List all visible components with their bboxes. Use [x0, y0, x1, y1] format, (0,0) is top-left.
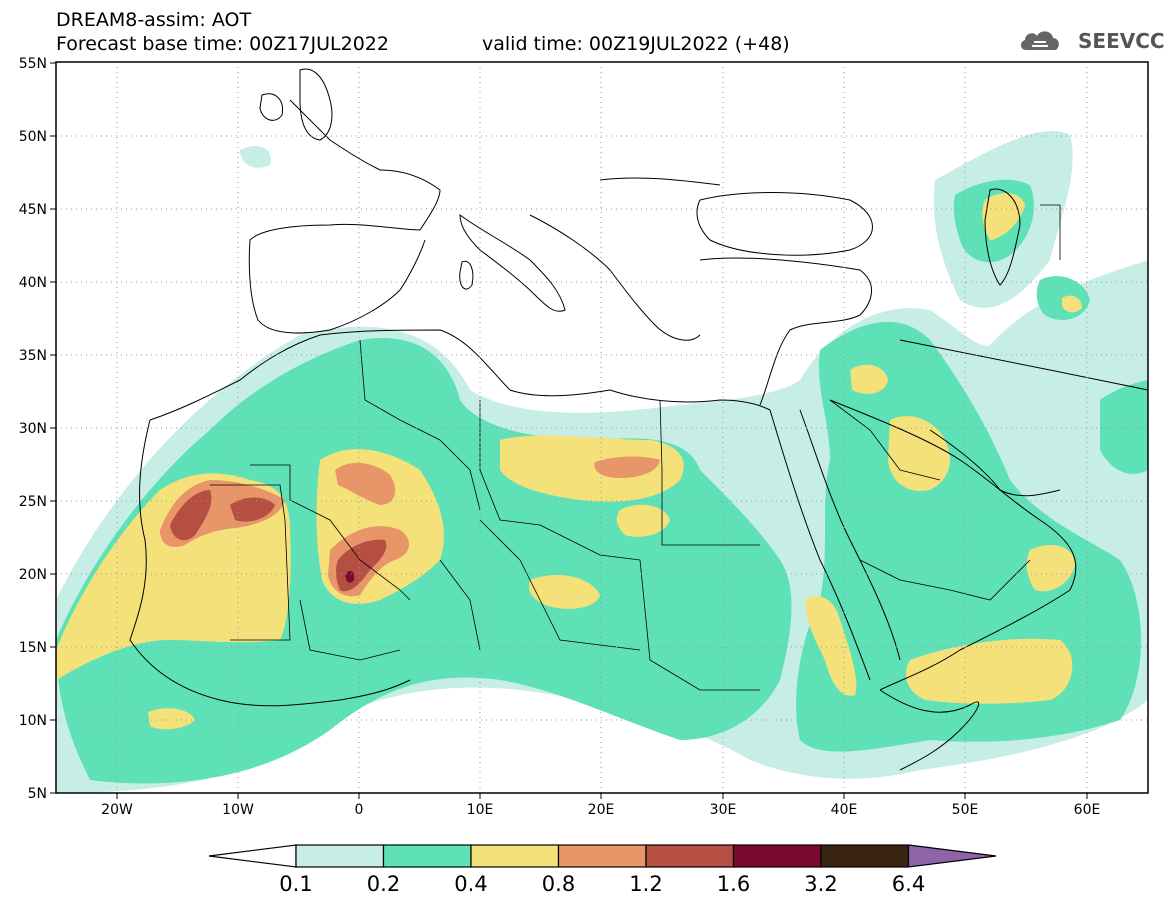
lon-tick-label: 10W — [222, 802, 254, 818]
colorbar-swatch — [470, 844, 560, 868]
seevccc-logo-text: SEEVCCC — [1078, 29, 1165, 53]
lat-tick-label: 25N — [19, 494, 47, 510]
lat-tick-label: 50N — [19, 129, 47, 145]
colorbar-label: 0.4 — [454, 872, 487, 896]
lat-tick-label: 10N — [19, 713, 47, 729]
aot-shading — [56, 131, 1148, 793]
tick-marks — [50, 62, 1088, 799]
colorbar-label: 0.8 — [542, 872, 575, 896]
lat-tick-labels: 55N 50N 45N 40N 35N 30N 25N 20N 15N 10N … — [19, 56, 47, 802]
colorbar — [208, 844, 997, 868]
lon-tick-label: 50E — [952, 802, 979, 818]
lat-tick-label: 15N — [19, 640, 47, 656]
colorbar-high-arrow — [907, 844, 997, 868]
lon-tick-label: 30E — [710, 802, 737, 818]
lon-tick-label: 20W — [101, 802, 133, 818]
lon-tick-label: 20E — [588, 802, 615, 818]
colorbar-label: 0.1 — [279, 872, 312, 896]
colorbar-label: 3.2 — [804, 872, 837, 896]
lon-tick-label: 10E — [467, 802, 494, 818]
grid-lines — [56, 62, 1148, 793]
colorbar-swatch — [382, 844, 472, 868]
colorbar-swatch — [557, 844, 647, 868]
colorbar-labels: 0.1 0.2 0.4 0.8 1.2 1.6 3.2 6.4 — [279, 872, 925, 896]
lat-tick-label: 40N — [19, 275, 47, 291]
lat-tick-label: 20N — [19, 567, 47, 583]
colorbar-swatch — [820, 844, 910, 868]
forecast-base-time: Forecast base time: 00Z17JUL2022 — [56, 33, 389, 55]
coastlines — [129, 68, 1148, 771]
lon-tick-label: 40E — [831, 802, 858, 818]
lat-tick-label: 45N — [19, 202, 47, 218]
lat-tick-label: 55N — [19, 56, 47, 72]
colorbar-swatch — [645, 844, 735, 868]
valid-time: valid time: 00Z19JUL2022 (+48) — [482, 33, 790, 55]
lat-tick-label: 5N — [28, 786, 47, 802]
lon-tick-label: 60E — [1074, 802, 1101, 818]
colorbar-label: 0.2 — [367, 872, 400, 896]
country-borders — [210, 204, 1061, 691]
colorbar-swatch — [295, 844, 385, 868]
lat-tick-label: 30N — [19, 421, 47, 437]
colorbar-label: 1.2 — [629, 872, 662, 896]
colorbar-label: 1.6 — [717, 872, 750, 896]
colorbar-swatch — [732, 844, 822, 868]
cloud-icon — [1020, 31, 1059, 50]
lon-tick-labels: 20W 10W 0 10E 20E 30E 40E 50E 60E — [101, 802, 1100, 818]
map-title: DREAM8-assim: AOT — [56, 9, 252, 31]
lat-tick-label: 35N — [19, 348, 47, 364]
lon-tick-label: 0 — [355, 802, 364, 818]
colorbar-low-arrow — [208, 844, 297, 868]
colorbar-label: 6.4 — [892, 872, 925, 896]
